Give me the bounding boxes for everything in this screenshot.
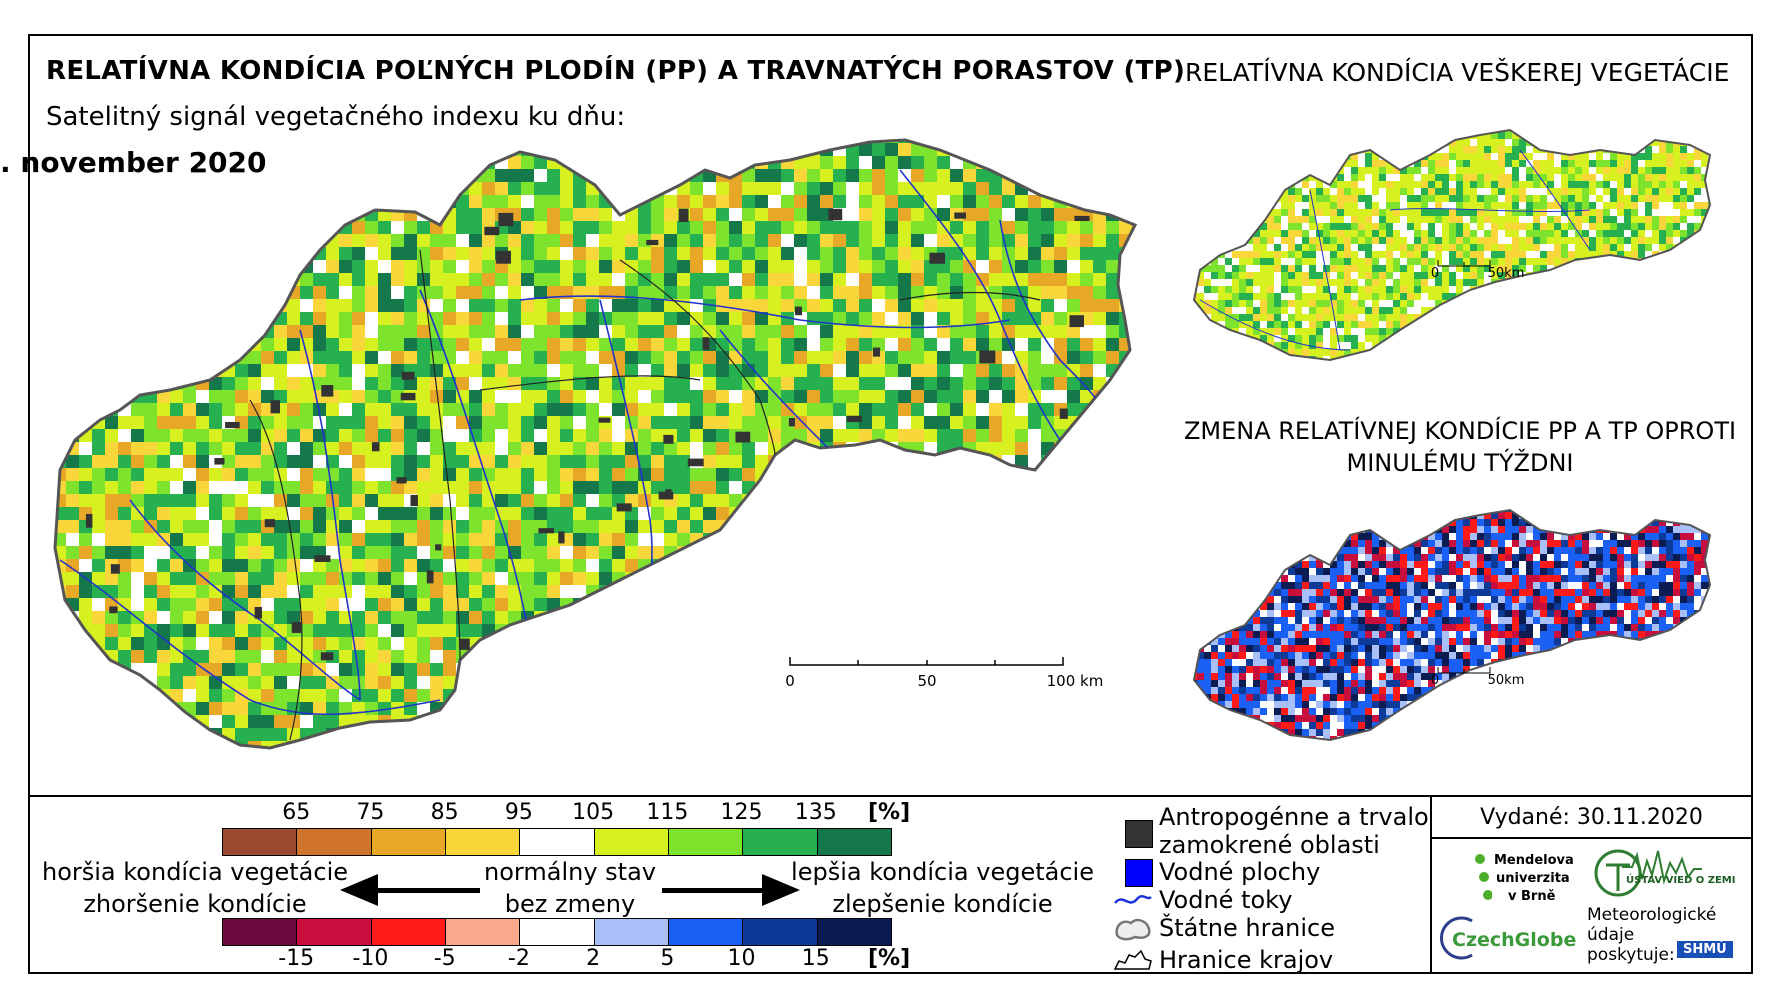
condBar-swatch xyxy=(594,829,669,855)
condTicks-label: 135 xyxy=(794,800,837,825)
condTicks-label: 115 xyxy=(646,800,689,825)
chgTicks-label: 5 xyxy=(660,946,675,971)
mendel-text-1: Mendelova xyxy=(1494,853,1574,868)
left-arrow xyxy=(340,874,480,906)
chgBar-swatch xyxy=(297,919,372,945)
anthropogenic-label-1: Antropogénne a trvalo xyxy=(1159,803,1429,831)
figure-frame xyxy=(28,34,1753,974)
condBar-swatch xyxy=(371,829,446,855)
condBar-swatch xyxy=(223,829,298,855)
change-condition-map: 0 50km xyxy=(1193,509,1711,741)
condTicks-label: 105 xyxy=(572,800,615,825)
change-unit: [%] xyxy=(868,946,911,971)
logo-panel: Mendelova univerzita v Brně CzechGlobe Ú… xyxy=(1430,839,1751,972)
worse-condition-label: horšia kondícia vegetácie xyxy=(41,858,349,886)
region-border-label: Hranice krajov xyxy=(1159,946,1334,974)
condTicks-label: 75 xyxy=(356,800,385,825)
chgTicks-label: 10 xyxy=(727,946,756,971)
chgBar-swatch xyxy=(743,919,818,945)
mendel-text-2: univerzita xyxy=(1496,871,1570,886)
condTicks-label: 65 xyxy=(282,800,311,825)
legend-water-streams: Vodné toky xyxy=(1113,886,1292,914)
meteo-text-3: poskytuje: xyxy=(1587,945,1675,965)
legend-water-bodies: Vodné plochy xyxy=(1113,858,1321,887)
chgBar-swatch xyxy=(594,919,669,945)
main-scale-0: 0 xyxy=(785,672,795,690)
mendel-logo-icon xyxy=(1475,854,1492,900)
anthropogenic-swatch xyxy=(1113,818,1153,848)
chgTicks-label: -2 xyxy=(507,946,530,971)
change-scale-50: 50km xyxy=(1488,673,1525,688)
region-border-swatch xyxy=(1113,949,1152,970)
condBar-swatch xyxy=(668,829,744,855)
state-border-swatch xyxy=(1115,918,1151,941)
chgTicks-label: 2 xyxy=(586,946,601,971)
condition-colorbar xyxy=(222,828,892,856)
mendel-text-3: v Brně xyxy=(1508,889,1556,904)
normal-condition-label: normálny stav xyxy=(484,858,656,886)
date-label: . november 2020 xyxy=(0,146,267,179)
chgTicks-label: -5 xyxy=(433,946,456,971)
condBar-swatch xyxy=(445,829,521,855)
chgTicks-label: 15 xyxy=(801,946,830,971)
condTicks-label: 95 xyxy=(504,800,533,825)
change-scale-bar xyxy=(1437,667,1491,674)
veg-scale-0: 0 xyxy=(1431,266,1439,281)
water-streams-label: Vodné toky xyxy=(1159,886,1293,914)
water-stream-swatch xyxy=(1114,895,1152,904)
subtitle: Satelitný signál vegetačného indexu ku d… xyxy=(46,102,626,132)
change-colorbar xyxy=(222,918,892,946)
chgBar-swatch xyxy=(817,919,891,945)
anthropogenic-label-2: zamokrené oblasti xyxy=(1159,831,1380,859)
condTicks-label: 85 xyxy=(430,800,459,825)
condition-unit: [%] xyxy=(868,800,911,825)
veg-scale-50: 50km xyxy=(1488,266,1525,281)
chgBar-swatch xyxy=(223,919,298,945)
state-border-label: Štátne hranice xyxy=(1159,914,1335,942)
vegetation-map-title: RELATÍVNA KONDÍCIA VEŠKEREJ VEGETÁCIE xyxy=(1185,58,1730,87)
chgBar-swatch xyxy=(668,919,744,945)
vegetation-condition-map: 0 50km xyxy=(1193,129,1711,361)
main-title: RELATÍVNA KONDÍCIA POĽNÝCH PLODÍN (PP) A… xyxy=(46,56,1186,86)
chgTicks-label: -15 xyxy=(278,946,315,971)
main-scale-50: 50 xyxy=(917,672,936,690)
change-map-title: ZMENA RELATÍVNEJ KONDÍCIE PP A TP OPROTI… xyxy=(1183,417,1737,477)
meteo-text-1: Meteorologické xyxy=(1587,905,1717,925)
legend-panel xyxy=(28,795,1753,974)
change-scale-0: 0 xyxy=(1431,673,1439,688)
chgBar-swatch xyxy=(520,919,595,945)
institute-logo-icon xyxy=(1594,849,1702,897)
worse-change-label: zhoršenie kondície xyxy=(83,890,307,918)
water-body-swatch xyxy=(1113,859,1153,887)
legend-state-border: Štátne hranice xyxy=(1113,914,1335,942)
condBar-swatch xyxy=(297,829,372,855)
czechglobe-text: CzechGlobe xyxy=(1452,929,1577,951)
no-change-label: bez zmeny xyxy=(504,890,636,918)
czechglobe-logo-icon xyxy=(1440,916,1473,960)
veg-scale-bar xyxy=(1437,260,1491,267)
condTicks-label: 125 xyxy=(720,800,763,825)
legend-anthropogenic: Antropogénne a trvalo zamokrené oblasti xyxy=(1113,803,1429,859)
right-arrow xyxy=(662,874,800,906)
meteo-text-2: údaje xyxy=(1587,925,1635,945)
better-change-label: zlepšenie kondície xyxy=(832,890,1053,918)
main-scale-bar xyxy=(789,657,1064,666)
main-scale-100: 100 km xyxy=(1047,672,1104,690)
condBar-swatch xyxy=(520,829,595,855)
better-condition-label: lepšia kondícia vegetácie xyxy=(791,858,1094,886)
chgBar-swatch xyxy=(445,919,521,945)
legend-region-border: Hranice krajov xyxy=(1113,946,1333,974)
chgTicks-label: -10 xyxy=(352,946,389,971)
water-bodies-label: Vodné plochy xyxy=(1159,858,1321,886)
shmu-logo: SHMÚ xyxy=(1677,941,1733,958)
issued-date: Vydané: 30.11.2020 xyxy=(1430,797,1751,839)
condBar-swatch xyxy=(743,829,818,855)
main-condition-map: 0 50 100 km xyxy=(53,138,1137,750)
chgBar-swatch xyxy=(371,919,446,945)
institute-text: ÚSTAV VIED O ZEMI xyxy=(1626,875,1736,886)
condBar-swatch xyxy=(817,829,891,855)
